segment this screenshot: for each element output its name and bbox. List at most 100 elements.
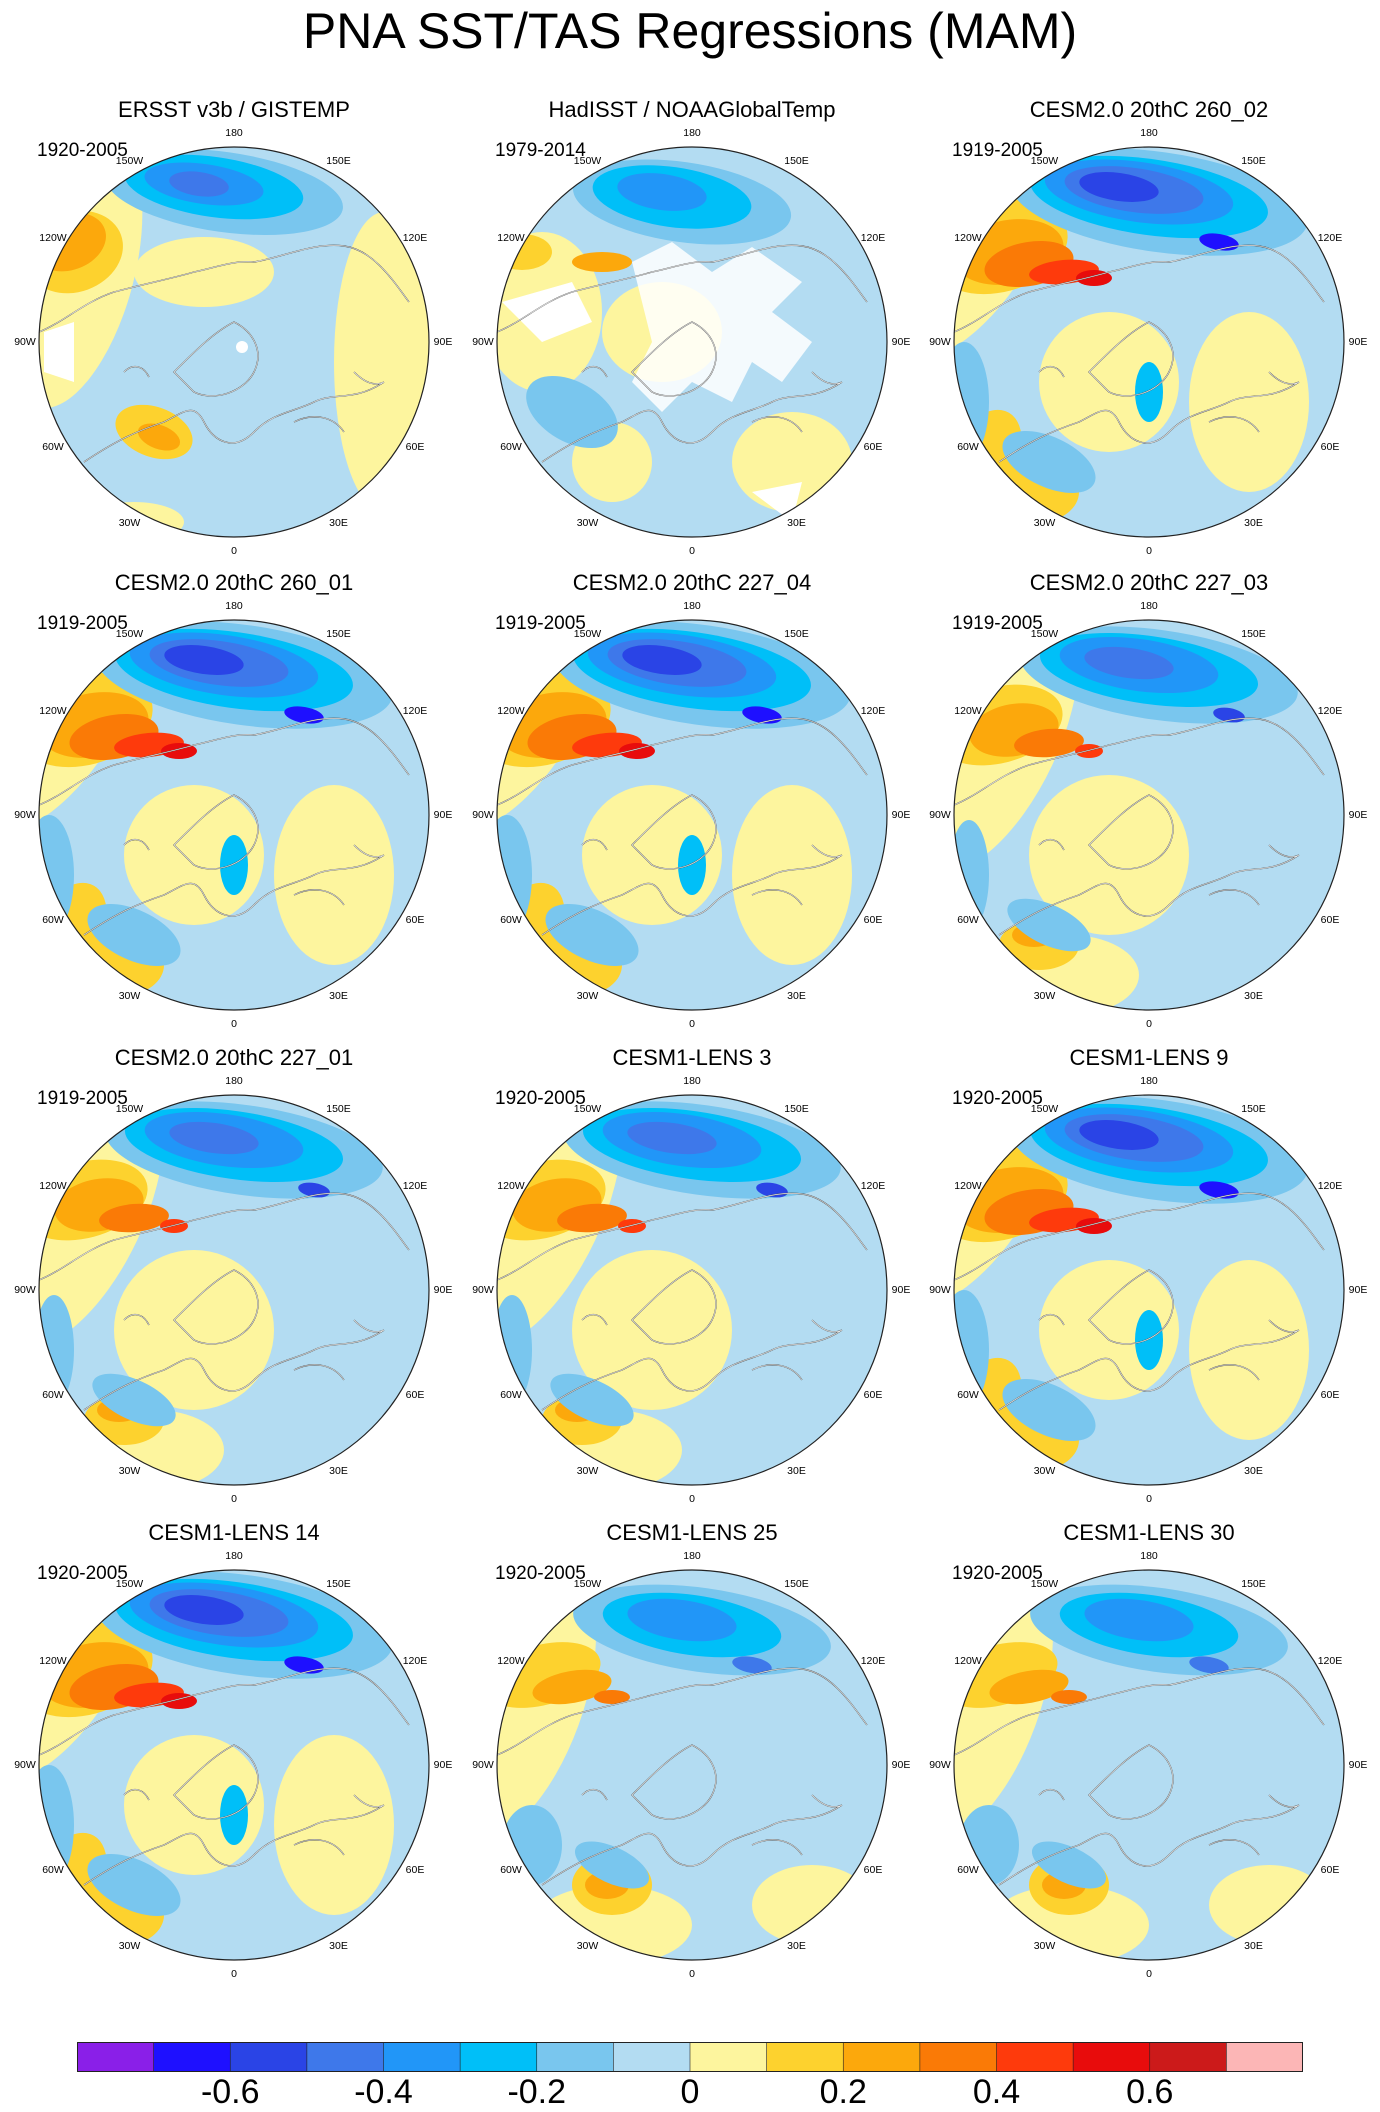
polar-map <box>953 1094 1345 1486</box>
longitude-label: 90W <box>14 1284 36 1296</box>
colorbar-swatch <box>1226 2042 1303 2072</box>
longitude-label: 30W <box>118 516 141 529</box>
colorbar-swatch <box>1149 2042 1227 2072</box>
longitude-label: 30E <box>1244 1464 1263 1477</box>
longitude-label: 180 <box>683 127 701 139</box>
panel-period: 1920-2005 <box>952 1563 1043 1584</box>
longitude-label: 90W <box>929 1284 951 1296</box>
colorbar-tick-label: 0.2 <box>819 2073 867 2111</box>
colorbar-swatch <box>306 2042 384 2072</box>
longitude-label: 120W <box>954 231 982 244</box>
longitude-label: 90E <box>433 809 453 821</box>
longitude-label: 30W <box>1033 516 1056 529</box>
polar-map <box>38 146 430 538</box>
panel-period: 1919-2005 <box>37 613 128 634</box>
longitude-label: 60E <box>863 913 883 926</box>
longitude-label: 120E <box>1317 1179 1343 1192</box>
longitude-label: 150E <box>326 628 351 640</box>
longitude-label: 180 <box>683 1075 701 1087</box>
longitude-label: 120E <box>860 231 886 244</box>
longitude-label: 0 <box>689 1018 695 1030</box>
panel-period: 1919-2005 <box>37 1088 128 1109</box>
colorbar-tick-label: 0.6 <box>1126 2073 1174 2111</box>
longitude-label: 120E <box>1317 231 1343 244</box>
longitude-label: 60W <box>957 1388 979 1401</box>
colorbar-swatch <box>460 2042 538 2072</box>
panel-period: 1919-2005 <box>952 613 1043 634</box>
longitude-label: 120W <box>954 704 982 717</box>
colorbar-swatch <box>613 2042 691 2072</box>
longitude-label: 180 <box>1140 1550 1158 1562</box>
longitude-label: 150W <box>115 155 144 167</box>
longitude-label: 30E <box>787 516 806 529</box>
colorbar-tick-label: 0 <box>680 2073 700 2111</box>
longitude-label: 0 <box>1146 1968 1152 1980</box>
longitude-label: 30E <box>329 1939 348 1952</box>
longitude-label: 180 <box>683 1550 701 1562</box>
longitude-label: 120W <box>954 1179 982 1192</box>
colorbar-swatch <box>153 2042 231 2072</box>
polar-map <box>38 619 430 1011</box>
colorbar-tick-label: -0.4 <box>354 2073 413 2111</box>
longitude-label: 120W <box>954 1654 982 1667</box>
longitude-label: 30W <box>118 989 141 1002</box>
longitude-label: 60E <box>1320 1863 1340 1876</box>
longitude-label: 60W <box>500 913 522 926</box>
longitude-label: 180 <box>683 600 701 612</box>
longitude-label: 90E <box>433 1284 453 1296</box>
longitude-label: 180 <box>225 1075 243 1087</box>
longitude-label: 60E <box>1320 440 1340 453</box>
longitude-label: 60W <box>957 440 979 453</box>
panel-title: CESM1-LENS 25 <box>606 1520 778 1545</box>
longitude-label: 120W <box>39 1179 67 1192</box>
longitude-label: 90E <box>1348 809 1368 821</box>
longitude-label: 150W <box>1030 1578 1059 1590</box>
longitude-label: 150E <box>784 1103 809 1115</box>
colorbar-swatch <box>919 2042 997 2072</box>
longitude-label: 150W <box>115 1103 144 1115</box>
panel-title: CESM2.0 20thC 227_03 <box>1029 570 1269 595</box>
longitude-label: 90W <box>472 1284 494 1296</box>
colorbar-swatch <box>1073 2042 1151 2072</box>
longitude-label: 120E <box>1317 704 1343 717</box>
panel-period: 1920-2005 <box>952 1088 1043 1109</box>
panel-period: 1920-2005 <box>495 1563 586 1584</box>
longitude-label: 150E <box>326 155 351 167</box>
longitude-label: 60E <box>863 1863 883 1876</box>
longitude-label: 60W <box>42 440 64 453</box>
colorbar-swatch <box>766 2042 844 2072</box>
colorbar-swatch <box>230 2042 308 2072</box>
longitude-label: 150W <box>1030 1103 1059 1115</box>
longitude-label: 150W <box>573 155 602 167</box>
longitude-label: 120E <box>860 1179 886 1192</box>
longitude-label: 90W <box>14 809 36 821</box>
longitude-label: 180 <box>1140 1075 1158 1087</box>
longitude-label: 150W <box>115 628 144 640</box>
polar-map <box>38 1094 430 1486</box>
longitude-label: 0 <box>1146 545 1152 557</box>
longitude-label: 120W <box>497 704 525 717</box>
longitude-label: 0 <box>689 1493 695 1505</box>
longitude-label: 120W <box>497 1654 525 1667</box>
colorbar-swatch <box>77 2042 155 2072</box>
longitude-label: 60W <box>42 913 64 926</box>
longitude-label: 120E <box>860 704 886 717</box>
longitude-label: 120W <box>39 704 67 717</box>
longitude-label: 150W <box>1030 155 1059 167</box>
longitude-label: 60W <box>500 1388 522 1401</box>
longitude-label: 30E <box>787 1464 806 1477</box>
longitude-label: 90W <box>472 1759 494 1771</box>
panel-title: ERSST v3b / GISTEMP <box>118 97 350 122</box>
longitude-label: 150W <box>1030 628 1059 640</box>
longitude-label: 60W <box>957 913 979 926</box>
longitude-label: 150E <box>784 155 809 167</box>
polar-map <box>496 1094 888 1486</box>
longitude-label: 180 <box>225 127 243 139</box>
colorbar-swatch <box>690 2042 768 2072</box>
polar-map <box>953 1569 1345 1961</box>
colorbar <box>77 2042 1303 2072</box>
longitude-label: 120W <box>497 231 525 244</box>
longitude-label: 150E <box>1241 628 1266 640</box>
panel-title: CESM2.0 20thC 260_02 <box>1029 97 1269 122</box>
longitude-label: 120W <box>497 1179 525 1192</box>
